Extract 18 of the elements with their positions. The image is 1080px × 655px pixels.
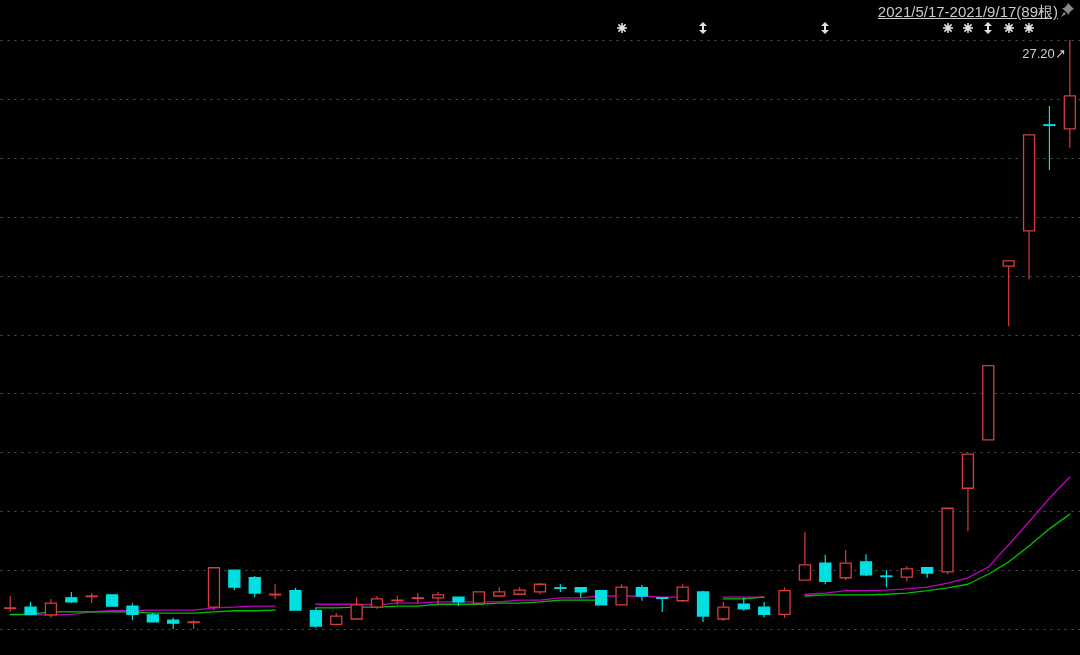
annotation: 27.20↗ xyxy=(1022,46,1066,61)
text: 2021/5/17-2021/9/17(89根) xyxy=(877,3,1058,22)
candlestick xyxy=(44,598,58,619)
candlestick xyxy=(798,531,812,581)
candlestick xyxy=(615,583,628,606)
candlestick xyxy=(778,586,791,619)
candlestick xyxy=(819,554,832,585)
candlestick xyxy=(431,591,445,607)
candlestick xyxy=(839,549,852,581)
candlestick xyxy=(309,607,322,629)
candlestick xyxy=(1043,105,1056,171)
candlestick xyxy=(717,601,730,622)
candlestick xyxy=(289,587,302,611)
candlestick xyxy=(248,575,261,598)
candlestick xyxy=(1002,260,1015,327)
candlestick xyxy=(350,597,363,620)
candlestick xyxy=(859,553,873,577)
candlestick xyxy=(228,569,241,591)
